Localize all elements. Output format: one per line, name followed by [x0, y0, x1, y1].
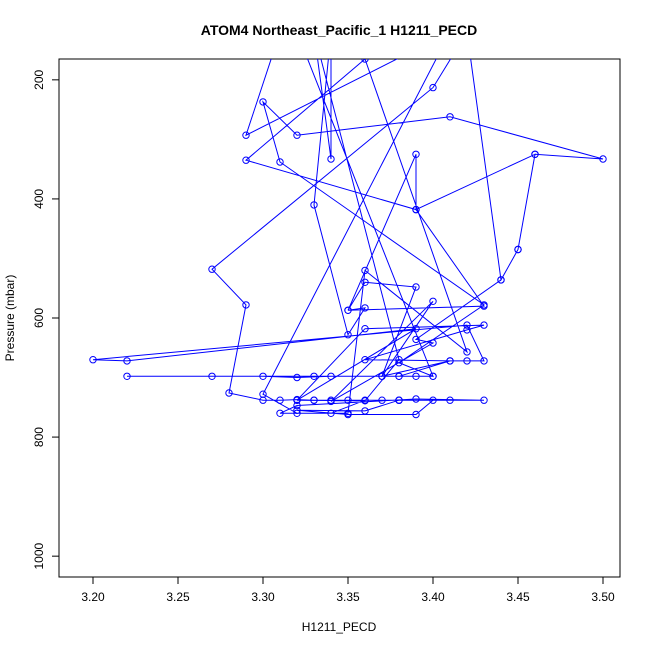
data-point — [429, 396, 437, 404]
x-axis-label: H1211_PECD — [302, 620, 377, 634]
x-tick-label: 3.30 — [251, 590, 275, 604]
data-point — [395, 372, 403, 380]
y-axis-label: Pressure (mbar) — [3, 275, 17, 362]
y-tick-label: 1000 — [32, 542, 46, 569]
data-point — [429, 372, 437, 380]
x-tick-label: 3.20 — [81, 590, 105, 604]
data-point — [123, 372, 131, 380]
data-point — [293, 406, 301, 414]
data-point — [242, 156, 250, 164]
data-point — [259, 396, 267, 404]
data-point — [259, 98, 267, 106]
data-point — [327, 409, 335, 417]
data-point — [361, 266, 369, 275]
data-point — [480, 357, 488, 365]
data-point — [361, 325, 369, 333]
y-tick-label: 200 — [32, 70, 46, 90]
data-point — [276, 396, 284, 404]
data-point — [395, 396, 403, 404]
data-point — [293, 373, 301, 382]
data-point — [514, 245, 522, 254]
data-point — [480, 321, 488, 329]
data-point — [225, 389, 233, 397]
data-point — [242, 131, 250, 139]
y-tick-label: 800 — [32, 427, 46, 447]
series-line — [92, 59, 604, 415]
data-point — [344, 396, 352, 404]
data-point — [310, 396, 318, 404]
data-point — [463, 321, 471, 329]
plot-area — [89, 59, 607, 419]
data-point — [429, 83, 437, 92]
data-point — [395, 359, 403, 367]
data-point — [208, 265, 216, 273]
data-point — [361, 396, 369, 404]
x-tick-label: 3.45 — [506, 590, 530, 604]
data-point — [293, 401, 301, 410]
data-point — [327, 397, 335, 406]
data-point — [327, 372, 335, 380]
x-axis: 3.20 3.25 3.30 3.35 3.40 3.45 3.50 — [81, 577, 615, 604]
data-point — [276, 158, 284, 166]
data-point — [344, 410, 352, 419]
x-tick-label: 3.50 — [591, 590, 615, 604]
data-point — [429, 297, 437, 305]
data-point — [89, 356, 97, 364]
data-point — [531, 150, 539, 159]
plot-frame — [58, 58, 621, 578]
data-point — [463, 357, 471, 365]
x-tick-label: 3.40 — [421, 590, 445, 604]
data-point — [412, 335, 420, 344]
data-point — [361, 304, 369, 312]
data-point — [412, 283, 420, 291]
data-point — [412, 410, 420, 419]
y-tick-label: 400 — [32, 189, 46, 209]
data-point — [361, 59, 369, 63]
data-point — [361, 356, 369, 364]
x-tick-label: 3.35 — [336, 590, 360, 604]
data-point — [412, 395, 420, 403]
data-point — [395, 356, 403, 364]
data-point — [242, 301, 250, 309]
data-point — [446, 113, 454, 121]
data-point — [429, 339, 437, 347]
data-point — [208, 372, 216, 380]
data-point — [293, 396, 301, 404]
data-point — [463, 348, 471, 356]
data-point — [378, 396, 386, 404]
data-point — [480, 301, 488, 309]
y-axis: 200 400 600 800 1000 — [32, 70, 59, 570]
data-point — [412, 205, 420, 214]
data-point — [310, 201, 318, 209]
data-point — [446, 357, 454, 365]
y-tick-label: 600 — [32, 308, 46, 328]
data-point — [463, 326, 471, 334]
data-point — [276, 409, 284, 417]
data-point — [480, 396, 488, 404]
data-point — [412, 150, 420, 159]
data-point — [310, 372, 318, 380]
data-point — [361, 407, 369, 415]
data-point — [123, 357, 131, 365]
data-point — [412, 325, 420, 333]
x-tick-label: 3.25 — [166, 590, 190, 604]
data-point — [344, 331, 352, 339]
data-point — [497, 276, 505, 284]
data-point — [293, 131, 301, 139]
data-point — [327, 155, 335, 163]
data-point — [412, 372, 420, 380]
data-point — [344, 306, 352, 314]
data-point — [293, 409, 301, 417]
data-point — [599, 155, 607, 163]
data-point — [259, 372, 267, 380]
data-point — [446, 396, 454, 404]
data-point — [378, 372, 386, 380]
data-point — [361, 278, 369, 286]
chart-title: ATOM4 Northeast_Pacific_1 H1211_PECD — [201, 22, 478, 38]
